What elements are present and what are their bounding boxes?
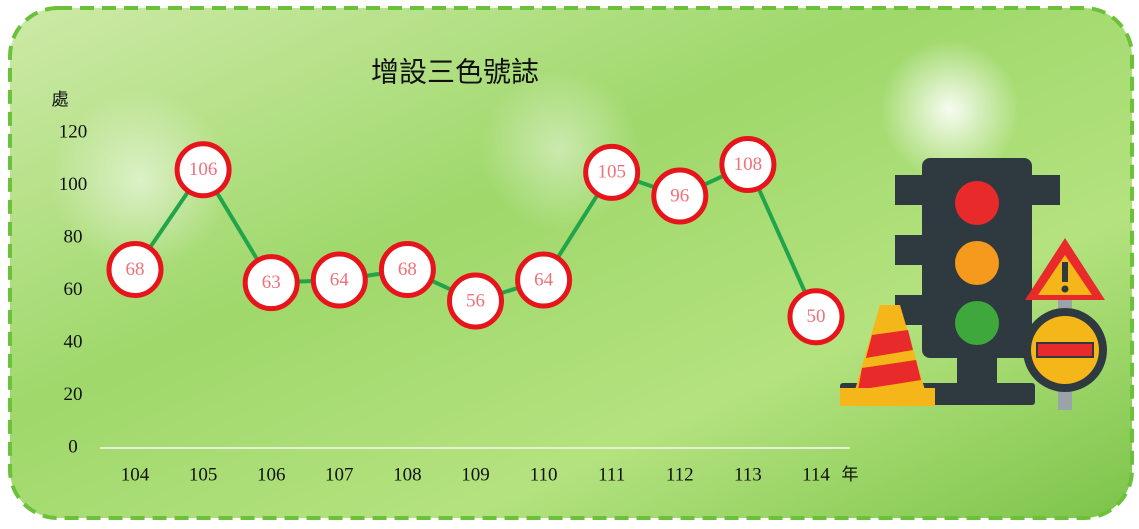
x-tick-label: 114 xyxy=(802,464,830,485)
data-label: 50 xyxy=(807,306,826,327)
x-tick-label: 108 xyxy=(393,464,422,485)
x-tick-label: 104 xyxy=(121,464,150,485)
data-marker xyxy=(310,251,368,309)
x-tick-label: 112 xyxy=(666,464,694,485)
light-spot xyxy=(50,90,230,270)
y-tick-label: 0 xyxy=(68,436,78,457)
y-tick-label: 100 xyxy=(59,174,88,195)
y-axis-label: 處 xyxy=(52,90,69,109)
data-marker xyxy=(719,136,777,193)
data-marker xyxy=(787,288,845,346)
data-label: 63 xyxy=(262,272,281,293)
x-axis-label: 年 xyxy=(842,465,859,484)
data-label: 96 xyxy=(670,185,689,206)
y-tick-label: 80 xyxy=(64,226,83,247)
x-tick-label: 107 xyxy=(325,464,354,485)
data-marker xyxy=(106,241,164,298)
x-tick-label: 113 xyxy=(734,464,762,485)
y-tick-label: 60 xyxy=(64,279,83,300)
data-label: 64 xyxy=(330,269,350,290)
data-marker xyxy=(447,272,504,330)
y-tick-label: 120 xyxy=(59,121,88,142)
x-tick-label: 110 xyxy=(530,464,558,485)
y-tick-label: 40 xyxy=(64,331,83,352)
y-tick-label: 20 xyxy=(64,384,83,405)
data-marker xyxy=(515,251,573,309)
x-tick-label: 109 xyxy=(461,464,490,485)
x-tick-label: 111 xyxy=(598,464,625,485)
chart-title: 增設三色號誌 xyxy=(371,56,539,88)
traffic-light-icon xyxy=(840,158,1107,410)
data-marker xyxy=(174,141,232,199)
light-spot xyxy=(880,40,1020,180)
data-label: 108 xyxy=(734,154,763,175)
data-label: 106 xyxy=(189,159,218,180)
data-marker xyxy=(242,254,300,312)
data-label: 68 xyxy=(126,259,145,280)
data-marker xyxy=(583,143,641,201)
data-label: 56 xyxy=(466,290,485,311)
data-marker xyxy=(651,167,709,225)
data-label: 68 xyxy=(398,259,417,280)
data-marker xyxy=(378,241,436,298)
x-tick-label: 105 xyxy=(189,464,218,485)
data-label: 64 xyxy=(534,269,554,290)
x-tick-label: 106 xyxy=(257,464,286,485)
data-label: 105 xyxy=(597,162,626,183)
